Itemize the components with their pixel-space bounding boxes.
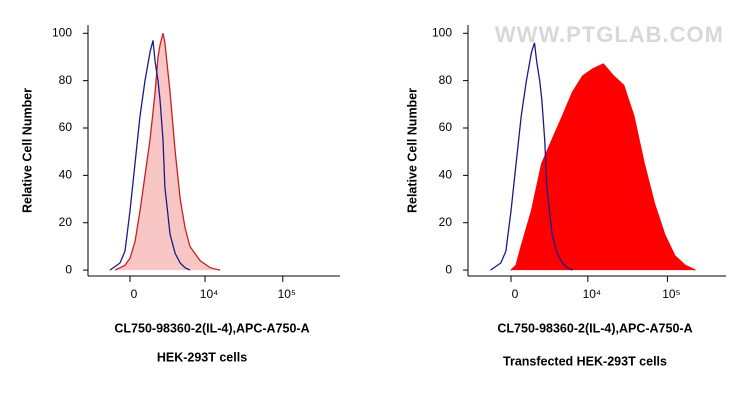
y-tick-label: 60 [439, 120, 453, 134]
x-axis-label: CL750-98360-2(IL-4),APC-A750-A [497, 321, 692, 335]
x-tick-label: 10⁵ [662, 287, 680, 301]
x-tick-label: 0 [131, 287, 138, 301]
y-tick-label: 100 [52, 25, 72, 39]
y-tick-label: 0 [65, 262, 72, 276]
x-axis-label: CL750-98360-2(IL-4),APC-A750-A [114, 321, 309, 335]
y-axis-label: Relative Cell Number [405, 88, 419, 213]
histogram-line [114, 33, 221, 271]
x-tick-label: 10⁴ [200, 287, 219, 301]
area-fill [115, 33, 221, 271]
y-tick-label: 40 [59, 168, 73, 182]
x-tick-label: 10⁵ [278, 287, 296, 301]
y-tick-label: 20 [59, 215, 73, 229]
y-tick-label: 40 [439, 168, 453, 182]
histogram-line [490, 42, 573, 271]
x-tick-label: 10⁴ [583, 287, 602, 301]
histogram-line [109, 40, 191, 271]
area-fill [511, 64, 696, 271]
histogram-line [510, 63, 696, 271]
y-axis-label: Relative Cell Number [20, 88, 34, 213]
y-tick-label: 0 [445, 262, 452, 276]
y-tick-label: 100 [432, 25, 452, 39]
y-tick-label: 80 [439, 73, 453, 87]
y-tick-label: 80 [59, 73, 73, 87]
x-tick-label: 0 [512, 287, 519, 301]
watermark: WWW.PTGLAB.COM [495, 22, 724, 47]
caption: HEK-293T cells [157, 350, 247, 364]
caption: Transfected HEK-293T cells [503, 354, 667, 368]
y-tick-label: 60 [59, 120, 73, 134]
y-tick-label: 20 [439, 215, 453, 229]
